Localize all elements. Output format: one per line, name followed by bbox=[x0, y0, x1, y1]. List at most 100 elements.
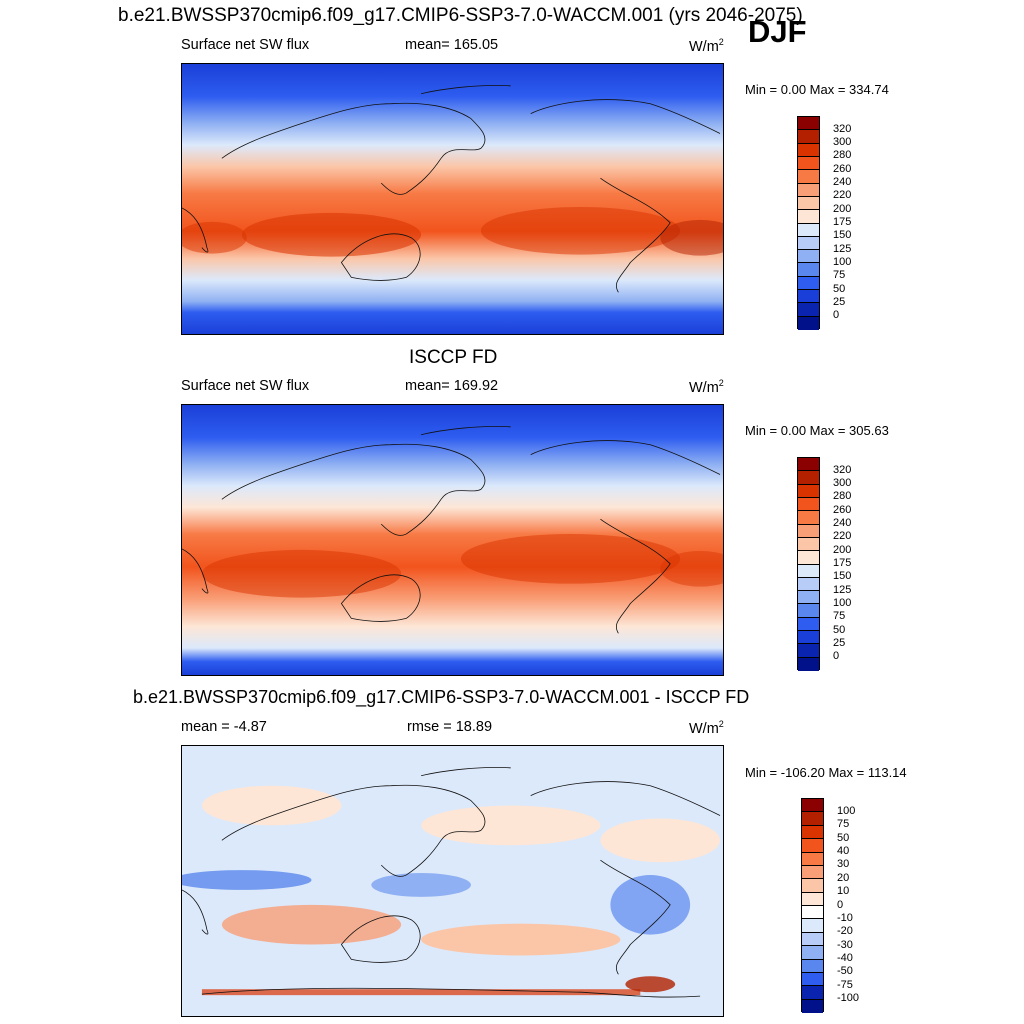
colorbar-swatch bbox=[798, 196, 819, 211]
colorbar-tick-label: 0 bbox=[833, 309, 840, 322]
colorbar-swatch bbox=[798, 130, 819, 144]
colorbar-tick-label: 320 bbox=[833, 122, 852, 135]
colorbar-swatch bbox=[802, 812, 823, 826]
colorbar-tick-label: -30 bbox=[837, 938, 853, 951]
colorbar-swatch bbox=[798, 183, 819, 197]
colorbar-swatch bbox=[798, 577, 819, 592]
colorbar-tick-label: 240 bbox=[833, 176, 852, 189]
colorbar-swatch bbox=[802, 852, 823, 866]
colorbar-tick-label: 0 bbox=[837, 898, 844, 911]
colorbar-tick-label: 100 bbox=[837, 804, 856, 817]
colorbar-tick-label: 280 bbox=[833, 490, 852, 503]
panel3-minmax: Min = -106.20 Max = 113.14 bbox=[745, 765, 907, 780]
colorbar-swatch bbox=[798, 551, 819, 565]
colorbar-tick-label: 200 bbox=[833, 202, 852, 215]
colorbar-swatch bbox=[798, 210, 819, 224]
panel1-map bbox=[181, 63, 724, 335]
panel2-map bbox=[181, 404, 724, 676]
colorbar-tick-label: 220 bbox=[833, 530, 852, 543]
colorbar-tick-label: 0 bbox=[833, 650, 840, 663]
colorbar-swatch bbox=[798, 484, 819, 498]
colorbar-tick-label: -20 bbox=[837, 925, 853, 938]
colorbar-swatch bbox=[798, 644, 819, 658]
colorbar-tick-label: 280 bbox=[833, 149, 852, 162]
colorbar-swatch bbox=[798, 631, 819, 645]
colorbar-swatch bbox=[798, 458, 819, 472]
colorbar-swatch bbox=[802, 972, 823, 987]
panel2-colorbar bbox=[797, 457, 820, 671]
panel1-coastlines bbox=[182, 85, 721, 293]
colorbar-tick-label: 240 bbox=[833, 517, 852, 530]
colorbar-tick-label: 75 bbox=[837, 818, 850, 831]
panel1-colorbar bbox=[797, 116, 820, 330]
colorbar-swatch bbox=[798, 143, 819, 157]
colorbar-swatch bbox=[798, 263, 819, 277]
colorbar-swatch bbox=[798, 604, 819, 618]
colorbar-tick-label: -40 bbox=[837, 952, 853, 964]
colorbar-swatch bbox=[802, 825, 823, 840]
colorbar-tick-label: 125 bbox=[833, 242, 852, 255]
colorbar-tick-label: 10 bbox=[837, 885, 850, 898]
colorbar-swatch bbox=[798, 303, 819, 317]
colorbar-tick-label: -50 bbox=[837, 965, 853, 978]
colorbar-swatch bbox=[802, 932, 823, 947]
panel1-map-plot bbox=[182, 64, 723, 334]
colorbar-swatch bbox=[802, 919, 823, 933]
colorbar-tick-label: 75 bbox=[833, 610, 846, 623]
panel3-rmse-label: rmse = 18.89 bbox=[407, 719, 493, 735]
colorbar-swatch bbox=[798, 170, 819, 184]
panel3-map bbox=[181, 745, 724, 1017]
colorbar-swatch bbox=[798, 223, 819, 237]
colorbar-tick-label: 75 bbox=[833, 269, 846, 282]
colorbar-swatch bbox=[798, 290, 819, 304]
colorbar-swatch bbox=[802, 906, 823, 920]
colorbar-swatch bbox=[798, 156, 819, 171]
colorbar-swatch bbox=[802, 865, 823, 880]
panel1-mean-label: mean= 165.05 bbox=[405, 37, 499, 53]
colorbar-tick-label: 125 bbox=[833, 583, 852, 596]
colorbar-tick-label: -10 bbox=[837, 911, 853, 924]
colorbar-swatch bbox=[802, 999, 823, 1013]
panel1-units: W/m2 bbox=[689, 37, 724, 55]
colorbar-tick-label: 175 bbox=[833, 216, 852, 228]
colorbar-swatch bbox=[798, 236, 819, 251]
colorbar-tick-label: 200 bbox=[833, 543, 852, 556]
colorbar-swatch bbox=[798, 471, 819, 485]
colorbar-tick-label: 50 bbox=[837, 831, 850, 844]
panel2-coastlines bbox=[182, 426, 721, 634]
panel1-title: b.e21.BWSSP370cmip6.f09_g17.CMIP6-SSP3-7… bbox=[118, 5, 803, 26]
colorbar-swatch bbox=[802, 986, 823, 1000]
panel2-variable-label: Surface net SW flux bbox=[181, 378, 310, 394]
panel1-variable-label: Surface net SW flux bbox=[181, 37, 310, 53]
colorbar-tick-label: 100 bbox=[833, 255, 852, 268]
colorbar-swatch bbox=[798, 591, 819, 605]
panel3-colorbar bbox=[801, 798, 824, 1013]
colorbar-tick-label: 100 bbox=[833, 596, 852, 609]
colorbar-tick-label: -100 bbox=[837, 992, 860, 1005]
colorbar-swatch bbox=[798, 617, 819, 632]
colorbar-swatch bbox=[802, 959, 823, 973]
panel3-map-plot bbox=[182, 746, 723, 1016]
colorbar-swatch bbox=[798, 117, 819, 131]
colorbar-tick-label: 25 bbox=[833, 295, 846, 308]
colorbar-swatch bbox=[798, 524, 819, 538]
colorbar-tick-label: 30 bbox=[837, 858, 850, 871]
panel3-title: b.e21.BWSSP370cmip6.f09_g17.CMIP6-SSP3-7… bbox=[133, 687, 750, 707]
colorbar-swatch bbox=[798, 497, 819, 512]
colorbar-tick-label: 150 bbox=[833, 570, 852, 583]
panel2-map-plot bbox=[182, 405, 723, 675]
panel2-title: ISCCP FD bbox=[409, 347, 498, 368]
colorbar-tick-label: 220 bbox=[833, 189, 852, 202]
panel3-mean-label: mean = -4.87 bbox=[181, 719, 267, 735]
colorbar-tick-label: 175 bbox=[833, 557, 852, 569]
colorbar-swatch bbox=[798, 511, 819, 525]
colorbar-tick-label: 50 bbox=[833, 282, 846, 295]
colorbar-tick-label: 300 bbox=[833, 477, 852, 490]
panel3-coastlines bbox=[182, 767, 721, 998]
colorbar-tick-label: 320 bbox=[833, 463, 852, 476]
colorbar-swatch bbox=[798, 316, 819, 330]
colorbar-tick-label: 50 bbox=[833, 623, 846, 636]
colorbar-swatch bbox=[798, 564, 819, 578]
panel1-minmax: Min = 0.00 Max = 334.74 bbox=[745, 82, 889, 97]
panel3-units: W/m2 bbox=[689, 719, 724, 737]
